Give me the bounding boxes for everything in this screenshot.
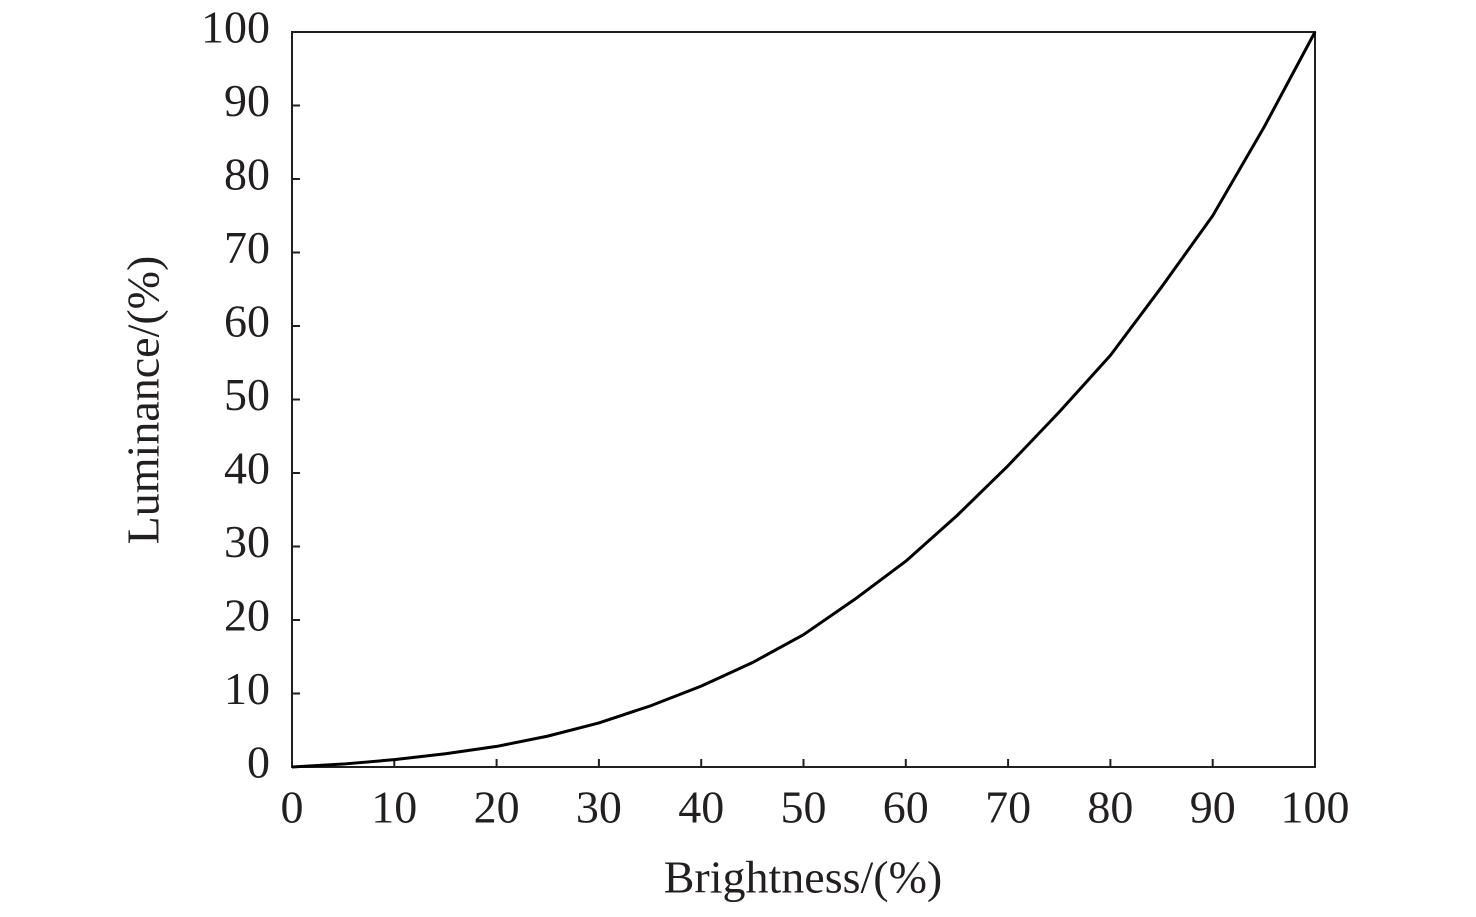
x-tick-label: 50 (781, 782, 827, 833)
y-tick-label: 70 (224, 222, 270, 273)
x-tick-label: 70 (985, 782, 1031, 833)
x-tick-label: 60 (883, 782, 929, 833)
x-tick-label: 10 (371, 782, 417, 833)
x-tick-label: 20 (474, 782, 520, 833)
plot-frame (291, 31, 1316, 768)
x-tick-label: 30 (576, 782, 622, 833)
x-tick-label: 80 (1087, 782, 1133, 833)
y-tick-label: 80 (224, 149, 270, 200)
y-tick-label: 90 (224, 75, 270, 126)
y-axis-label: Luminance/(%) (118, 256, 169, 545)
x-tick-label: 0 (281, 782, 304, 833)
y-tick-label: 50 (224, 369, 270, 420)
line (291, 31, 1317, 769)
y-tick-label: 30 (224, 516, 270, 567)
y-tick-label: 20 (224, 590, 270, 641)
x-tick-label: 90 (1190, 782, 1236, 833)
y-tick-label: 10 (224, 663, 270, 714)
x-tick-label: 40 (678, 782, 724, 833)
y-tick-label: 0 (247, 737, 270, 788)
y-tick-label: 100 (201, 2, 270, 53)
x-axis-label: Brightness/(%) (664, 852, 943, 903)
y-tick-label: 40 (224, 443, 270, 494)
y-tick-label: 60 (224, 296, 270, 347)
x-tick-label: 100 (1281, 782, 1350, 833)
